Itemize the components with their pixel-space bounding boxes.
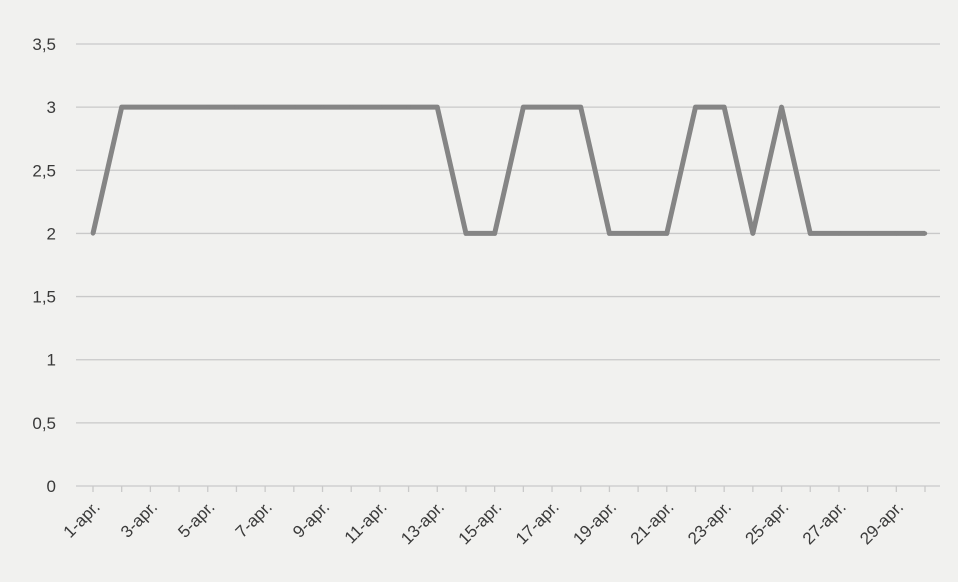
x-tick-label: 27-apr. bbox=[799, 497, 850, 548]
data-point bbox=[779, 104, 784, 110]
data-point bbox=[148, 104, 153, 110]
data-point bbox=[693, 104, 698, 110]
x-tick-label: 17-apr. bbox=[512, 497, 563, 548]
data-point bbox=[90, 231, 96, 236]
data-point bbox=[291, 104, 297, 110]
data-point bbox=[463, 231, 469, 236]
x-tick-label: 13-apr. bbox=[397, 497, 448, 548]
y-tick-label: 3 bbox=[47, 98, 56, 117]
x-tick-label: 19-apr. bbox=[569, 497, 620, 548]
y-tick-label: 2,5 bbox=[32, 161, 56, 180]
series-layer bbox=[90, 104, 928, 236]
data-point bbox=[492, 231, 497, 236]
data-point bbox=[549, 104, 555, 110]
data-point bbox=[865, 231, 870, 236]
y-tick-label: 0,5 bbox=[32, 414, 56, 433]
data-point bbox=[836, 231, 842, 236]
data-point bbox=[205, 104, 210, 110]
data-point bbox=[808, 231, 813, 236]
data-point bbox=[234, 104, 239, 110]
x-tick-label: 21-apr. bbox=[627, 497, 678, 548]
data-point bbox=[750, 231, 756, 236]
data-point bbox=[635, 231, 641, 236]
data-point bbox=[320, 104, 325, 110]
x-tick-label: 25-apr. bbox=[742, 497, 793, 548]
y-tick-label: 2 bbox=[47, 224, 56, 243]
x-tick-label: 11-apr. bbox=[341, 497, 391, 547]
data-point bbox=[922, 231, 928, 236]
data-point bbox=[176, 104, 182, 110]
data-point bbox=[262, 104, 268, 110]
y-tick-label: 0 bbox=[47, 477, 56, 496]
y-tick-label: 1 bbox=[47, 351, 56, 370]
y-tick-label: 3,5 bbox=[32, 35, 56, 54]
data-point bbox=[721, 104, 727, 110]
x-tick-label: 15-apr. bbox=[455, 497, 506, 548]
data-point bbox=[406, 104, 411, 110]
x-tick-label: 3-apr. bbox=[117, 497, 161, 541]
series-line bbox=[90, 104, 925, 236]
data-point bbox=[607, 231, 612, 236]
data-point bbox=[578, 104, 583, 110]
data-point bbox=[119, 104, 124, 110]
x-tick-label: 1-apr. bbox=[60, 497, 104, 541]
data-point bbox=[349, 104, 354, 110]
x-tick-layer: 1-apr. 3-apr. 5-apr. 7-apr. 9-apr. 11-apr. 13-… bbox=[60, 497, 907, 548]
x-tick-label: 9-apr. bbox=[289, 497, 333, 541]
grid-layer bbox=[76, 43, 940, 492]
y-tick-label: 1,5 bbox=[32, 288, 56, 307]
data-point bbox=[894, 231, 899, 236]
y-tick-layer: 0 0,5 1 1,5 2 2,5 3 3,5 bbox=[32, 35, 56, 496]
x-tick-label: 5-apr. bbox=[174, 497, 218, 541]
x-tick-label: 29-apr. bbox=[856, 497, 907, 548]
x-tick-label: 7-apr. bbox=[232, 497, 276, 541]
data-point bbox=[377, 104, 383, 110]
data-point bbox=[521, 104, 526, 110]
data-point bbox=[664, 231, 669, 236]
data-point bbox=[435, 104, 440, 110]
x-tick-label: 23-apr. bbox=[684, 497, 735, 548]
